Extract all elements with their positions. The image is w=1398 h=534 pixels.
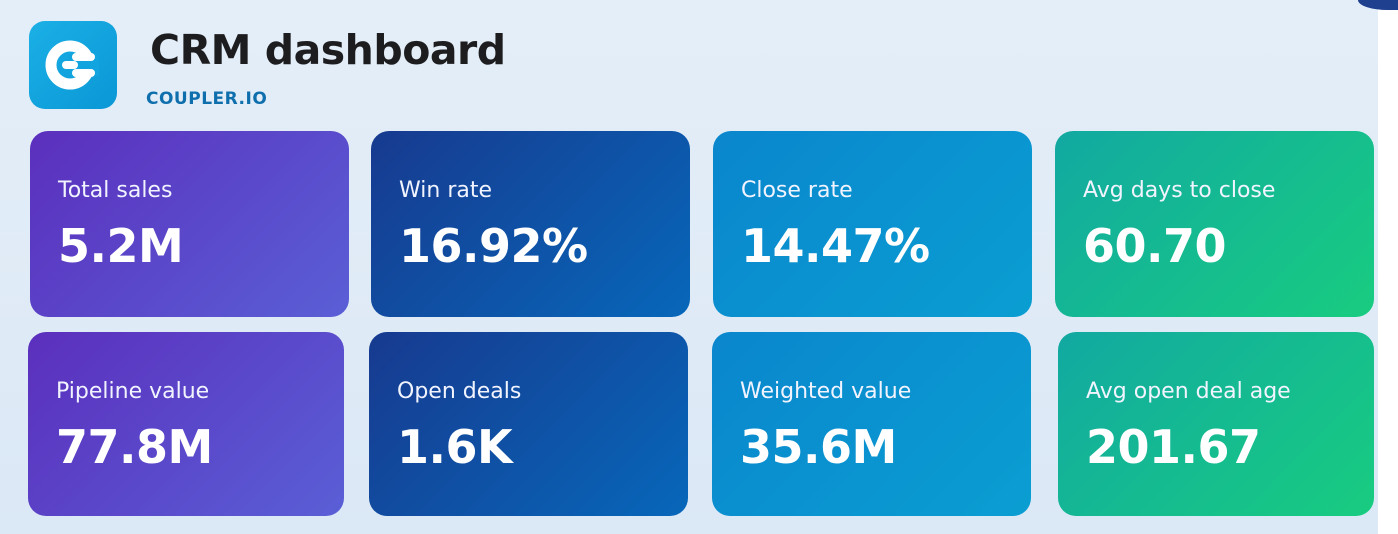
corner-accent <box>1358 0 1398 10</box>
kpi-value: 1.6K <box>397 420 513 474</box>
page-title: CRM dashboard <box>150 26 506 74</box>
kpi-card-avg-days-to-close[interactable]: Avg days to close 60.70 <box>1055 131 1374 317</box>
kpi-value: 77.8M <box>56 420 213 474</box>
kpi-card-total-sales[interactable]: Total sales 5.2M <box>30 131 349 317</box>
kpi-card-pipeline-value[interactable]: Pipeline value 77.8M <box>28 332 344 516</box>
kpi-value: 5.2M <box>58 219 184 273</box>
kpi-card-win-rate[interactable]: Win rate 16.92% <box>371 131 690 317</box>
kpi-label: Pipeline value <box>56 379 210 404</box>
kpi-label: Open deals <box>397 379 522 404</box>
kpi-label: Avg days to close <box>1083 178 1276 203</box>
kpi-label: Win rate <box>399 178 493 203</box>
brand-name: COUPLER.IO <box>146 89 268 109</box>
kpi-card-avg-open-deal-age[interactable]: Avg open deal age 201.67 <box>1058 332 1374 516</box>
coupler-logo-icon <box>29 21 117 109</box>
kpi-label: Weighted value <box>740 379 912 404</box>
kpi-label: Avg open deal age <box>1086 379 1291 404</box>
kpi-card-close-rate[interactable]: Close rate 14.47% <box>713 131 1032 317</box>
kpi-value: 14.47% <box>741 219 930 273</box>
kpi-card-weighted-value[interactable]: Weighted value 35.6M <box>712 332 1031 516</box>
kpi-value: 16.92% <box>399 219 588 273</box>
kpi-value: 60.70 <box>1083 219 1227 273</box>
kpi-label: Total sales <box>58 178 173 203</box>
kpi-card-open-deals[interactable]: Open deals 1.6K <box>369 332 688 516</box>
page-edge <box>1378 0 1398 534</box>
kpi-label: Close rate <box>741 178 853 203</box>
kpi-value: 35.6M <box>740 420 897 474</box>
kpi-value: 201.67 <box>1086 420 1261 474</box>
